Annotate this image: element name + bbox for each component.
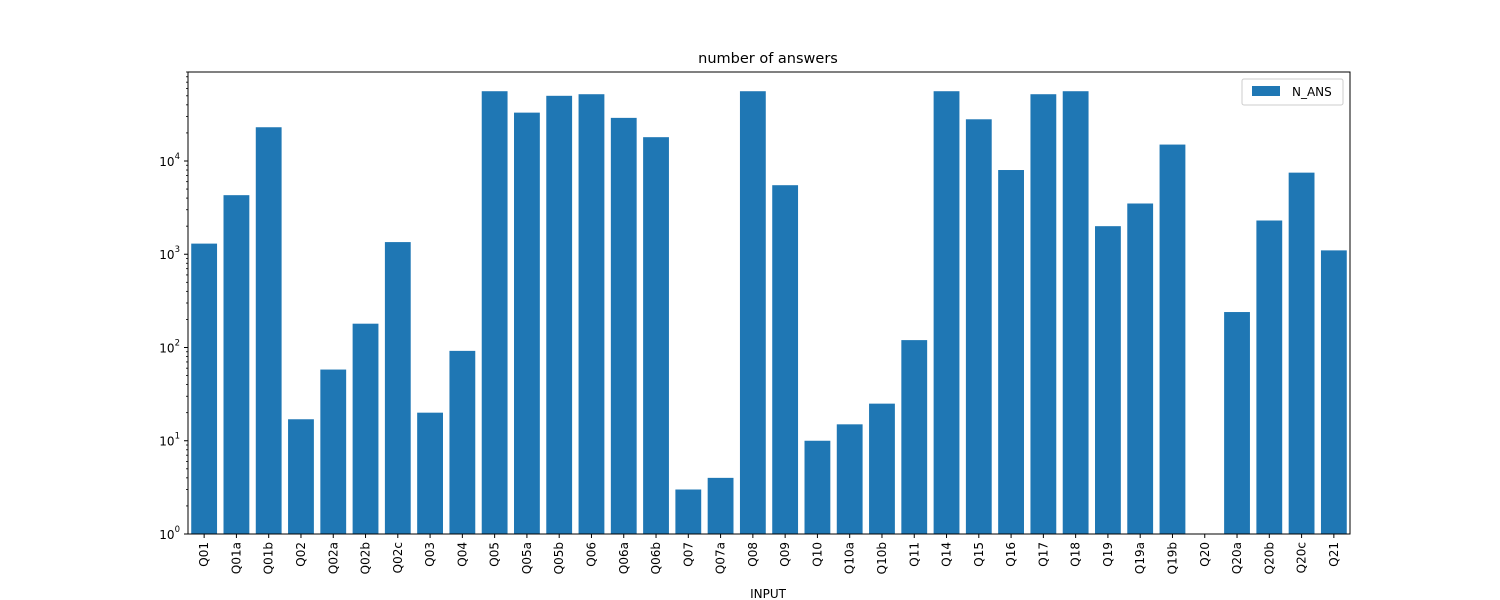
- x-tick-label: Q05: [488, 542, 502, 567]
- bar-q05a: [514, 112, 540, 534]
- x-tick-label: Q06a: [617, 542, 631, 574]
- bar-q02c: [384, 242, 411, 534]
- x-tick-label: Q05a: [520, 542, 534, 574]
- x-tick-label: Q16: [1004, 542, 1018, 567]
- y-tick-label: 101: [159, 432, 180, 449]
- legend-swatch: [1252, 86, 1280, 96]
- x-tick-label: Q06b: [649, 542, 663, 574]
- legend-label: N_ANS: [1292, 85, 1332, 99]
- bar-q19: [1095, 226, 1121, 535]
- bar-q07: [675, 489, 702, 534]
- x-tick-label: Q04: [455, 542, 469, 567]
- bar-q05b: [546, 95, 573, 534]
- x-tick-label: Q10b: [875, 542, 889, 574]
- x-tick-label: Q18: [1069, 542, 1083, 567]
- y-tick-label: 104: [159, 152, 180, 169]
- bar-q21: [1320, 250, 1347, 534]
- x-tick-label: Q11: [907, 542, 921, 567]
- bar-q19a: [1127, 203, 1154, 534]
- bar-q06b: [643, 137, 669, 534]
- x-tick-label: Q19b: [1165, 542, 1179, 574]
- bar-q02b: [352, 323, 379, 534]
- bar-q19b: [1159, 144, 1186, 534]
- x-tick-label: Q10a: [843, 542, 857, 574]
- x-tick-label: Q20b: [1262, 542, 1276, 574]
- x-axis: Q01 Q01a Q01b Q02 Q02a Q02b Q02c Q03 Q04 Q05 Q05a Q…: [197, 534, 1341, 574]
- x-tick-label: Q15: [972, 542, 986, 567]
- bar-q08: [739, 91, 766, 534]
- bar-q02: [288, 419, 314, 534]
- y-tick-label: 103: [159, 245, 180, 262]
- bar-q05: [481, 91, 508, 534]
- bar-q09: [772, 185, 799, 534]
- x-tick-label: Q20a: [1230, 542, 1244, 574]
- bar-q10a: [836, 424, 863, 534]
- y-tick-label: 102: [159, 338, 180, 355]
- y-axis: 100 101 102 103 104: [159, 152, 188, 542]
- bar-q20a: [1224, 312, 1250, 534]
- bar-q18: [1062, 91, 1089, 534]
- x-tick-label: Q20: [1198, 542, 1212, 567]
- x-tick-label: Q20c: [1295, 542, 1309, 573]
- x-tick-label: Q01b: [262, 542, 276, 574]
- x-tick-label: Q05b: [552, 542, 566, 574]
- x-tick-label: Q02: [294, 542, 308, 567]
- bar-q06a: [610, 117, 637, 535]
- bar-q01: [191, 243, 218, 535]
- x-tick-label: Q09: [778, 542, 792, 567]
- bars-group: [191, 91, 1347, 535]
- legend: N_ANS: [1241, 78, 1344, 106]
- x-tick-label: Q03: [423, 542, 437, 567]
- x-tick-label: Q07a: [714, 542, 728, 574]
- bar-q17: [1030, 94, 1057, 534]
- bar-q04: [449, 350, 476, 534]
- x-tick-label: Q10: [810, 542, 824, 567]
- x-tick-label: Q21: [1327, 542, 1341, 567]
- x-tick-label: Q06: [584, 542, 598, 567]
- x-tick-label: Q01: [197, 542, 211, 567]
- bar-q06: [578, 94, 605, 534]
- y-tick-label: 100: [159, 525, 180, 542]
- bar-q03: [417, 412, 443, 534]
- bar-q11: [901, 340, 928, 534]
- bar-q15: [965, 119, 992, 534]
- x-tick-label: Q02b: [359, 542, 373, 574]
- x-tick-label: Q19: [1101, 542, 1115, 567]
- bar-q07a: [707, 477, 734, 534]
- chart-title: number of answers: [698, 51, 838, 67]
- legend-box: [1241, 78, 1344, 106]
- x-axis-title: INPUT: [750, 587, 787, 600]
- bar-q16: [998, 170, 1024, 534]
- bar-q10: [804, 440, 831, 534]
- x-tick-label: Q02a: [326, 542, 340, 574]
- x-tick-label: Q02c: [391, 542, 405, 573]
- x-tick-label: Q14: [940, 542, 954, 567]
- x-tick-label: Q17: [1036, 542, 1050, 567]
- x-tick-label: Q08: [746, 542, 760, 567]
- plot-frame: [187, 71, 1351, 535]
- bar-q02a: [320, 369, 347, 534]
- bar-q20b: [1256, 220, 1283, 534]
- bar-q10b: [869, 403, 895, 534]
- bar-q01a: [223, 195, 250, 535]
- x-tick-label: Q01a: [229, 542, 243, 574]
- x-tick-label: Q19a: [1133, 542, 1147, 574]
- bar-q14: [933, 91, 960, 534]
- bar-q01b: [255, 127, 282, 534]
- x-tick-label: Q07: [681, 542, 695, 567]
- bar-q20c: [1288, 172, 1315, 534]
